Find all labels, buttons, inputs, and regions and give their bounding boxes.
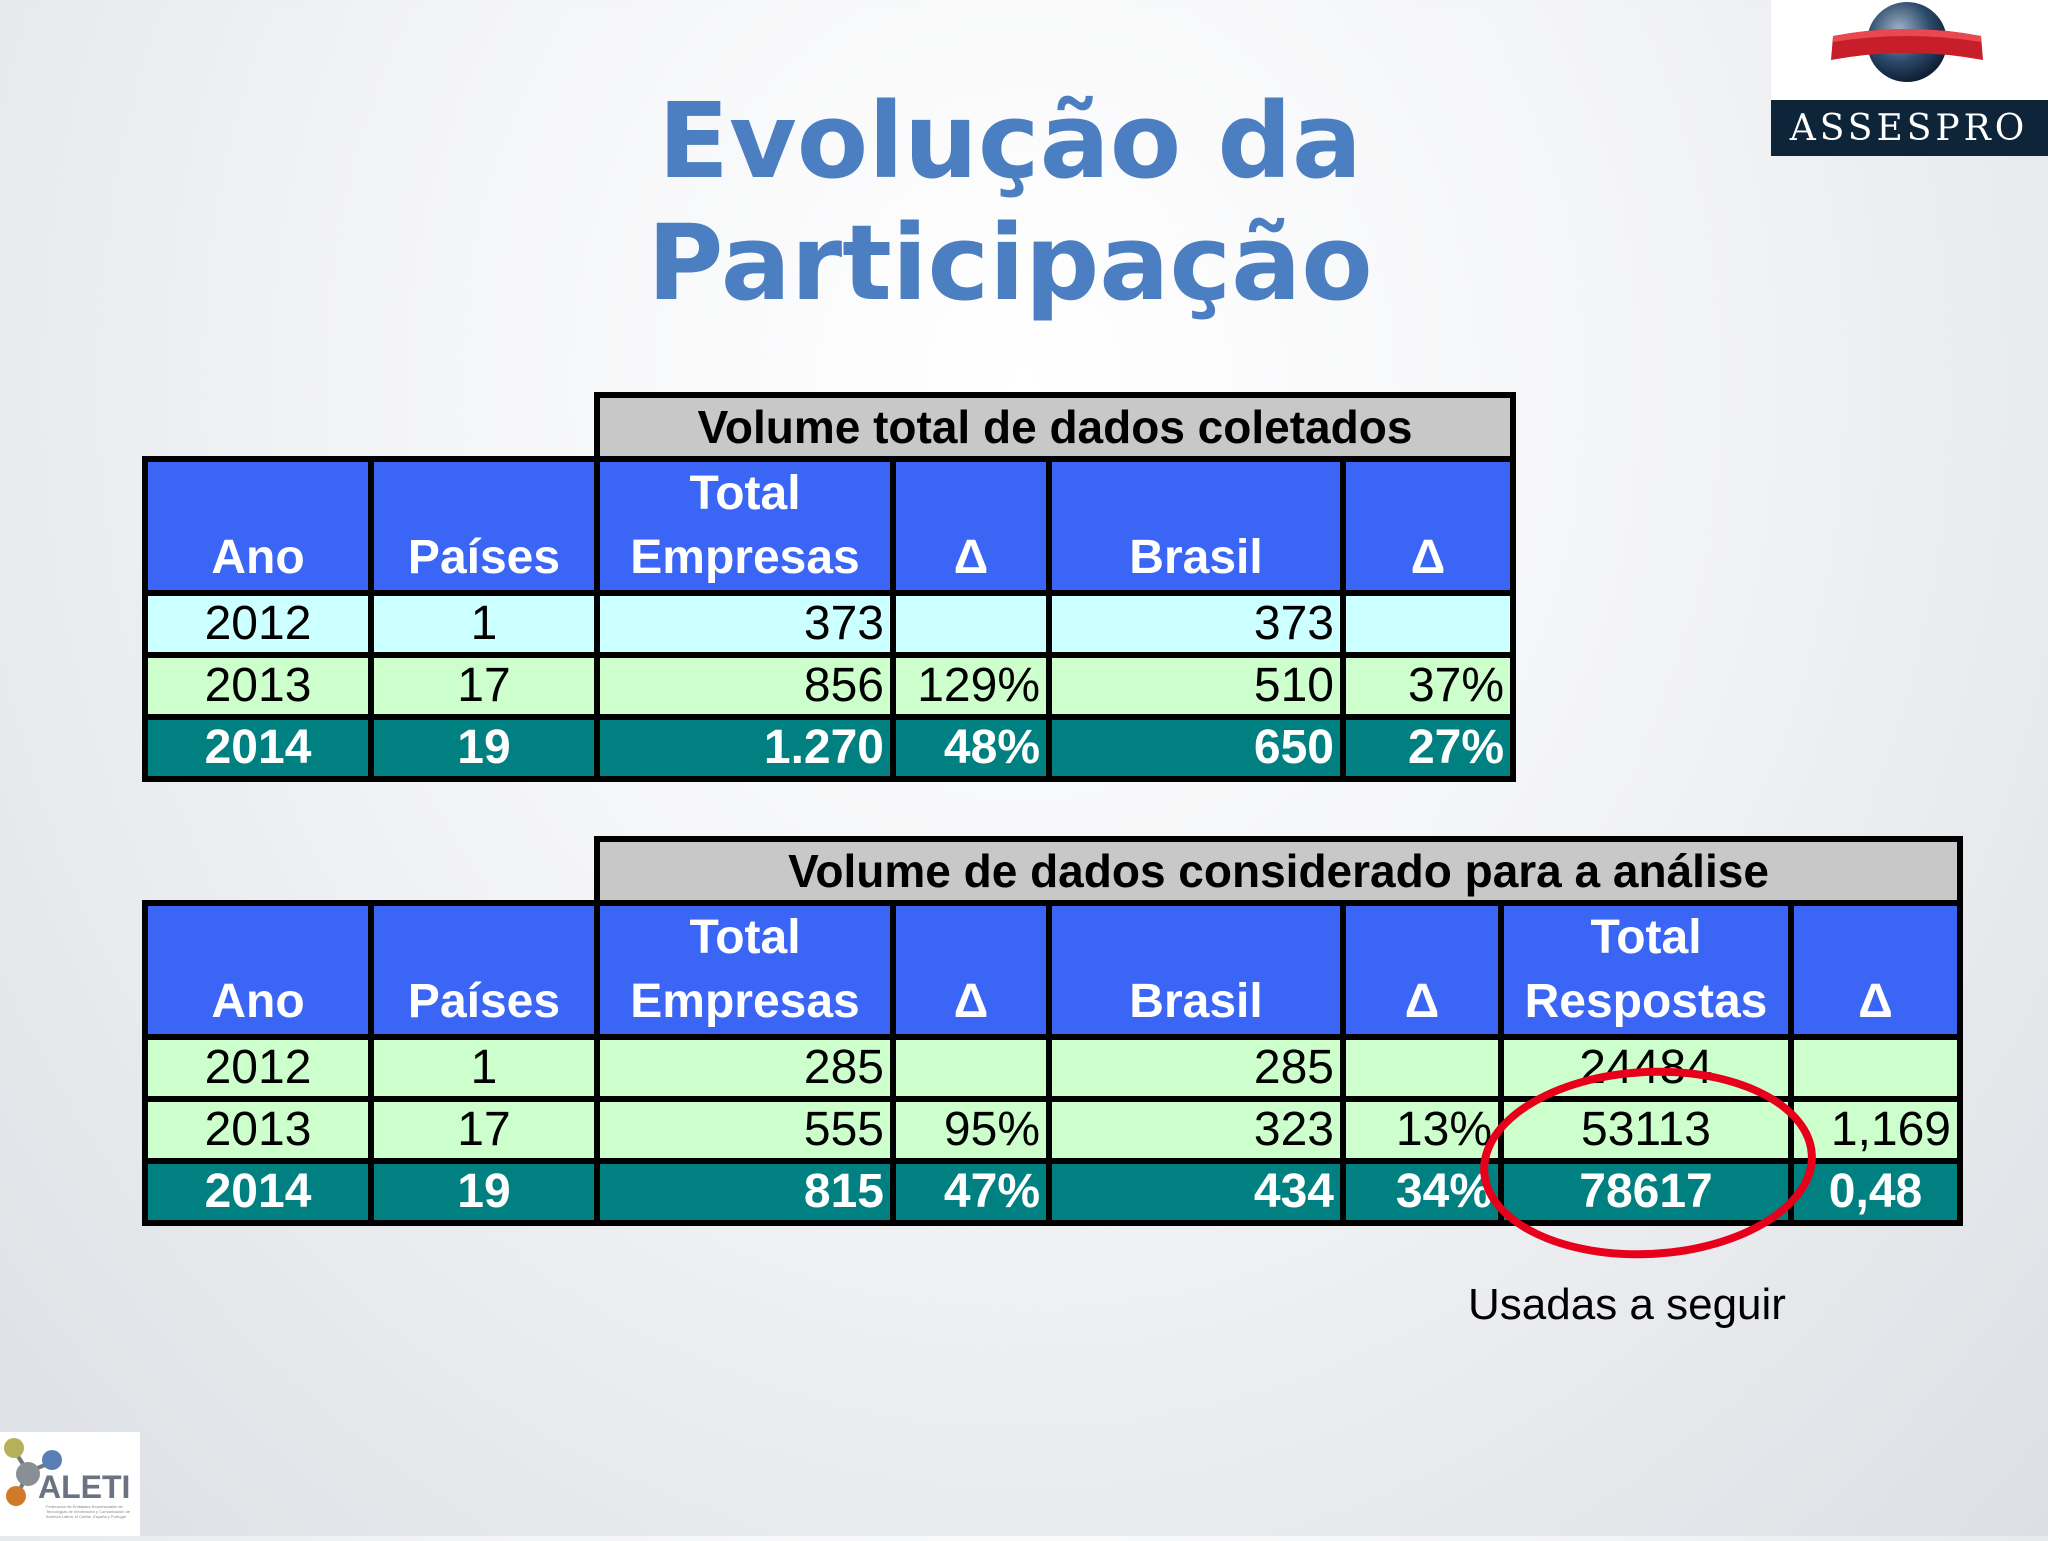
cell-paises: 19 [368, 714, 600, 782]
cell-paises: 1 [368, 1034, 600, 1102]
header-delta-brasil: Δ [1340, 900, 1504, 1040]
cell-delta-respostas: 1,169 [1788, 1096, 1963, 1164]
cell-ano: 2012 [142, 590, 374, 658]
cell-total-empresas: 555 [594, 1096, 896, 1164]
header-paises: Países [368, 456, 600, 596]
cell-brasil: 373 [1046, 590, 1346, 658]
table-row: 2012 1 373 373 [142, 590, 1517, 658]
cell-total-empresas: 285 [594, 1034, 896, 1102]
cell-delta-empresas: 95% [890, 1096, 1052, 1164]
cell-total-respostas: 78617 [1498, 1158, 1794, 1226]
header-total-empresas: Total Empresas [594, 456, 896, 596]
header-brasil: Brasil [1046, 456, 1346, 596]
assespro-logo-text: ASSESPRO [1789, 108, 2028, 149]
cell-paises: 17 [368, 1096, 600, 1164]
table-caption: Volume total de dados coletados [593, 392, 1517, 462]
table-row: 2013 17 555 95% 323 13% 53113 1,169 [142, 1096, 1963, 1164]
header-paises: Países [368, 900, 600, 1040]
cell-total-respostas: 24484 [1498, 1034, 1794, 1102]
cell-total-respostas: 53113 [1498, 1096, 1794, 1164]
table-row: 2014 19 1.270 48% 650 27% [142, 714, 1517, 782]
cell-ano: 2014 [142, 714, 374, 782]
table-corner-blank [145, 395, 597, 459]
header-delta-brasil: Δ [1339, 456, 1517, 596]
page-title: Evolução da Participação [647, 80, 1373, 324]
cell-brasil: 510 [1046, 652, 1346, 720]
aleti-logo: ALETI Federación de Entidades Empresaria… [0, 1432, 140, 1536]
cell-delta-respostas: 0,48 [1788, 1158, 1963, 1226]
header-total-respostas: Total Respostas [1498, 900, 1794, 1040]
header-ano: Ano [142, 456, 374, 596]
table-corner-blank [145, 839, 597, 903]
header-ano: Ano [142, 900, 374, 1040]
annotation-note: Usadas a seguir [1468, 1280, 1786, 1329]
cell-delta-empresas [890, 590, 1052, 658]
cell-ano: 2013 [142, 652, 374, 720]
table-header-row: Ano Países Total Empresas Δ Brasil Δ [142, 456, 1517, 596]
table-total-data-collected: Volume total de dados coletados Ano País… [142, 392, 1517, 782]
assespro-logo: ASSESPRO [1771, 0, 2048, 156]
cell-brasil: 285 [1046, 1034, 1346, 1102]
aleti-logo-text: ALETI [38, 1469, 130, 1505]
table-row: 2012 1 285 285 24484 [142, 1034, 1963, 1102]
cell-delta-brasil: 13% [1340, 1096, 1504, 1164]
table-data-considered-for-analysis: Volume de dados considerado para a análi… [142, 836, 1963, 1226]
cell-paises: 1 [368, 590, 600, 658]
cell-delta-empresas: 129% [890, 652, 1052, 720]
cell-delta-empresas [890, 1034, 1052, 1102]
table-row: 2013 17 856 129% 510 37% [142, 652, 1517, 720]
cell-paises: 17 [368, 652, 600, 720]
header-brasil: Brasil [1046, 900, 1346, 1040]
cell-ano: 2012 [142, 1034, 374, 1102]
table-header-row: Ano Países Total Empresas Δ Brasil Δ Tot… [142, 900, 1963, 1040]
cell-delta-empresas: 47% [890, 1158, 1052, 1226]
cell-total-empresas: 815 [594, 1158, 896, 1226]
cell-delta-brasil: 27% [1339, 714, 1517, 782]
cell-delta-brasil: 37% [1339, 652, 1517, 720]
cell-delta-empresas: 48% [890, 714, 1052, 782]
cell-paises: 19 [368, 1158, 600, 1226]
cell-brasil: 434 [1046, 1158, 1346, 1226]
table-row: 2014 19 815 47% 434 34% 78617 0,48 [142, 1158, 1963, 1226]
cell-brasil: 323 [1046, 1096, 1346, 1164]
cell-brasil: 650 [1046, 714, 1346, 782]
table-caption: Volume de dados considerado para a análi… [594, 836, 1963, 906]
header-total-empresas: Total Empresas [594, 900, 896, 1040]
cell-delta-brasil [1339, 590, 1517, 658]
header-delta-empresas: Δ [890, 456, 1052, 596]
header-delta-respostas: Δ [1788, 900, 1963, 1040]
cell-delta-respostas [1788, 1034, 1963, 1102]
cell-ano: 2014 [142, 1158, 374, 1226]
cell-total-empresas: 373 [594, 590, 896, 658]
cell-total-empresas: 1.270 [594, 714, 896, 782]
cell-delta-brasil: 34% [1340, 1158, 1504, 1226]
cell-ano: 2013 [142, 1096, 374, 1164]
cell-delta-brasil [1340, 1034, 1504, 1102]
header-delta-empresas: Δ [890, 900, 1052, 1040]
aleti-logo-caption: Federación de Entidades Empresariales de… [46, 1504, 131, 1519]
cell-total-empresas: 856 [594, 652, 896, 720]
